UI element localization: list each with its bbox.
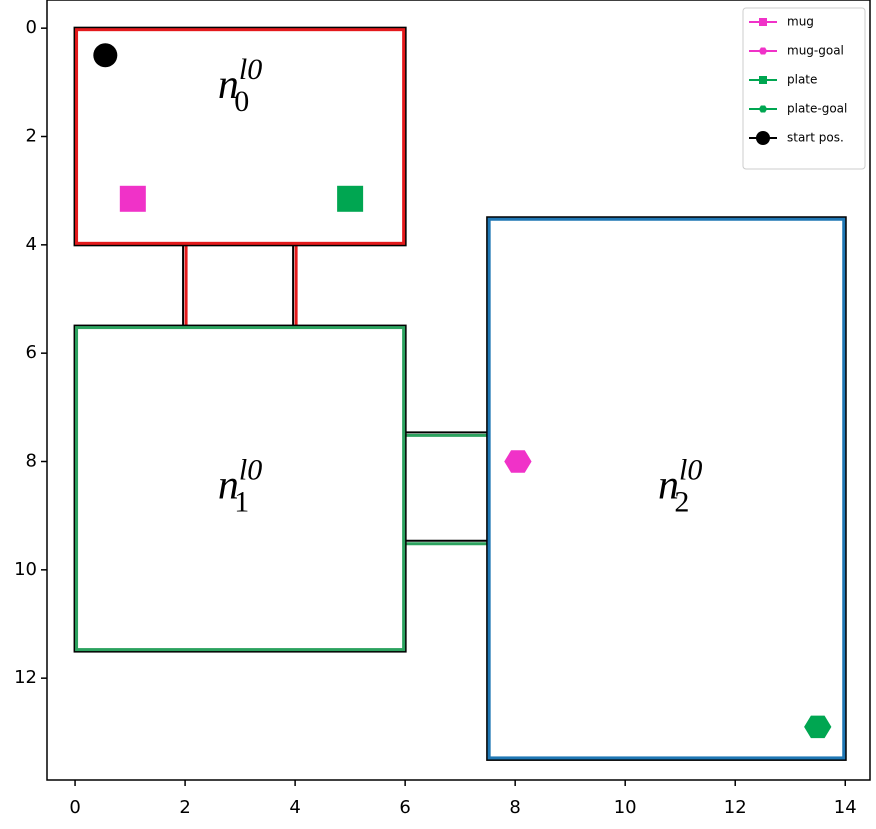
x-tick-label: 2 xyxy=(179,797,190,818)
room-label: nl0 2 xyxy=(658,453,702,518)
room-label-base: n xyxy=(218,61,239,107)
marker xyxy=(504,450,532,473)
legend-label: start pos. xyxy=(787,131,844,145)
legend-label: plate-goal xyxy=(787,102,847,116)
room-label: nl0 1 xyxy=(218,453,262,518)
room-label-sub: 0 xyxy=(234,85,249,118)
marker xyxy=(759,18,767,26)
y-tick-label: 2 xyxy=(26,126,37,147)
room-label-base: n xyxy=(658,462,679,508)
room xyxy=(75,326,406,652)
room-edge xyxy=(486,216,847,761)
marker xyxy=(804,715,832,739)
marker xyxy=(337,185,364,212)
room-label-sub: 1 xyxy=(234,485,249,518)
room-label-sup: l0 xyxy=(239,453,262,486)
axes-frame xyxy=(46,0,871,781)
room xyxy=(487,217,846,760)
x-tick-label: 10 xyxy=(614,797,637,818)
marker xyxy=(759,76,767,84)
x-tick-label: 12 xyxy=(724,797,747,818)
room-label-base: n xyxy=(218,462,239,508)
legend-label: plate xyxy=(787,73,817,87)
y-tick-label: 8 xyxy=(26,451,37,472)
y-tick-label: 0 xyxy=(26,17,37,38)
x-tick-label: 8 xyxy=(509,797,520,818)
marker xyxy=(756,131,770,145)
y-tick-label: 6 xyxy=(26,342,37,363)
x-tick-label: 6 xyxy=(399,797,410,818)
y-tick-label: 10 xyxy=(14,559,37,580)
marker xyxy=(93,43,118,68)
y-tick-label: 4 xyxy=(26,234,37,255)
legend-box xyxy=(742,7,866,170)
room-label-sub: 2 xyxy=(674,485,689,518)
legend-label: mug-goal xyxy=(787,44,844,58)
marker xyxy=(758,105,768,113)
room-label-sup: l0 xyxy=(679,453,702,486)
x-tick-label: 0 xyxy=(69,797,80,818)
y-tick-label: 12 xyxy=(14,667,37,688)
x-tick-label: 4 xyxy=(289,797,300,818)
marker xyxy=(119,185,146,212)
room xyxy=(75,28,406,245)
legend-label: mug xyxy=(787,15,814,29)
room-label: nl0 0 xyxy=(218,53,262,118)
legend: mug mug-goal plate plate-goal start pos. xyxy=(742,7,866,170)
room-label-sup: l0 xyxy=(239,53,262,86)
x-tick-label: 14 xyxy=(834,797,857,818)
marker xyxy=(758,47,768,55)
